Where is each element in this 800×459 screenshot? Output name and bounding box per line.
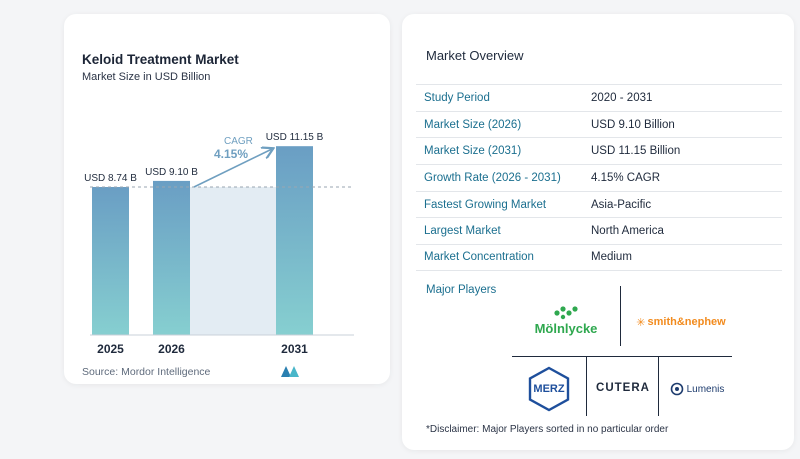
overview-row: Study Period 2020 - 2031 (416, 84, 782, 111)
overview-row: Growth Rate (2026 - 2031) 4.15% CAGR (416, 164, 782, 191)
merz-hexagon-icon (528, 366, 570, 412)
merz-logo: MERZ (518, 364, 580, 414)
row-label: Growth Rate (2026 - 2031) (424, 171, 561, 184)
chart-title: Keloid Treatment Market (82, 52, 239, 67)
overview-row: Market Concentration Medium (416, 244, 782, 271)
row-value: Asia-Pacific (591, 198, 652, 211)
divider (620, 286, 621, 346)
overview-row: Market Size (2026) USD 9.10 Billion (416, 110, 782, 138)
chart-source: Source: Mordor Intelligence (82, 366, 211, 378)
row-label: Largest Market (424, 225, 501, 238)
molnlycke-name: Mölnlycke (534, 320, 598, 336)
x-tick-2025: 2025 (97, 342, 124, 356)
major-players-grid: Mölnlycke ✳ smith&nephew MERZ CUTERA Lum… (512, 286, 732, 416)
x-tick-2031: 2031 (281, 342, 308, 356)
lumenis-logo: Lumenis (662, 378, 732, 400)
x-tick-2026: 2026 (158, 342, 185, 356)
overview-table: Study Period 2020 - 2031 Market Size (20… (416, 84, 782, 271)
row-value: 4.15% CAGR (591, 171, 661, 184)
row-label: Fastest Growing Market (424, 198, 547, 211)
row-value: USD 9.10 Billion (591, 118, 675, 131)
row-label: Study Period (424, 91, 490, 104)
major-players-title: Major Players (426, 284, 497, 296)
divider (586, 356, 587, 416)
overview-row: Market Size (2031) USD 11.15 Billion (416, 137, 782, 164)
smith-nephew-name: smith&nephew (647, 316, 726, 328)
disclaimer: *Disclaimer: Major Players sorted in no … (426, 424, 669, 435)
cagr-label: CAGR (224, 136, 253, 147)
growth-band (190, 187, 276, 335)
divider (658, 356, 659, 416)
lumenis-circle-icon (670, 382, 683, 396)
value-label-2025: USD 8.74 B (84, 173, 137, 184)
cutera-logo: CUTERA (590, 376, 656, 400)
smith-nephew-logo: ✳ smith&nephew (628, 308, 734, 336)
row-value: Medium (591, 251, 632, 264)
cagr-arrow (193, 149, 272, 188)
mordor-logo-icon (281, 366, 299, 377)
chart-card: Keloid Treatment Market Market Size in U… (64, 14, 390, 384)
row-label: Market Size (2026) (424, 118, 522, 131)
row-value: USD 11.15 Billion (591, 145, 681, 158)
divider (512, 356, 732, 357)
value-label-2031: USD 11.15 B (266, 132, 324, 143)
cutera-name: CUTERA (596, 382, 650, 394)
bar-2026 (153, 180, 190, 335)
overview-row: Largest Market North America (416, 217, 782, 244)
merz-name: MERZ (533, 383, 565, 395)
bar-2025 (92, 187, 129, 335)
sparkle-icon: ✳ (636, 316, 646, 329)
overview-title: Market Overview (426, 48, 524, 63)
row-label: Market Concentration (424, 251, 534, 264)
chart-subtitle: Market Size in USD Billion (82, 71, 211, 83)
overview-row: Fastest Growing Market Asia-Pacific (416, 190, 782, 218)
row-value: 2020 - 2031 (591, 91, 653, 104)
overview-card: Market Overview Study Period 2020 - 2031… (402, 14, 794, 450)
row-value: North America (591, 225, 664, 238)
lumenis-name: Lumenis (686, 383, 725, 395)
bar-2031 (276, 146, 313, 335)
molnlycke-logo: Mölnlycke (520, 298, 612, 342)
value-label-2026: USD 9.10 B (145, 167, 198, 178)
bar-chart: USD 8.74 B 2025 USD 9.10 B 2026 USD 11.15 B 2… (84, 132, 354, 356)
row-label: Market Size (2031) (424, 145, 522, 158)
molnlycke-dots-icon (554, 305, 578, 319)
cagr-value: 4.15% (214, 147, 248, 161)
